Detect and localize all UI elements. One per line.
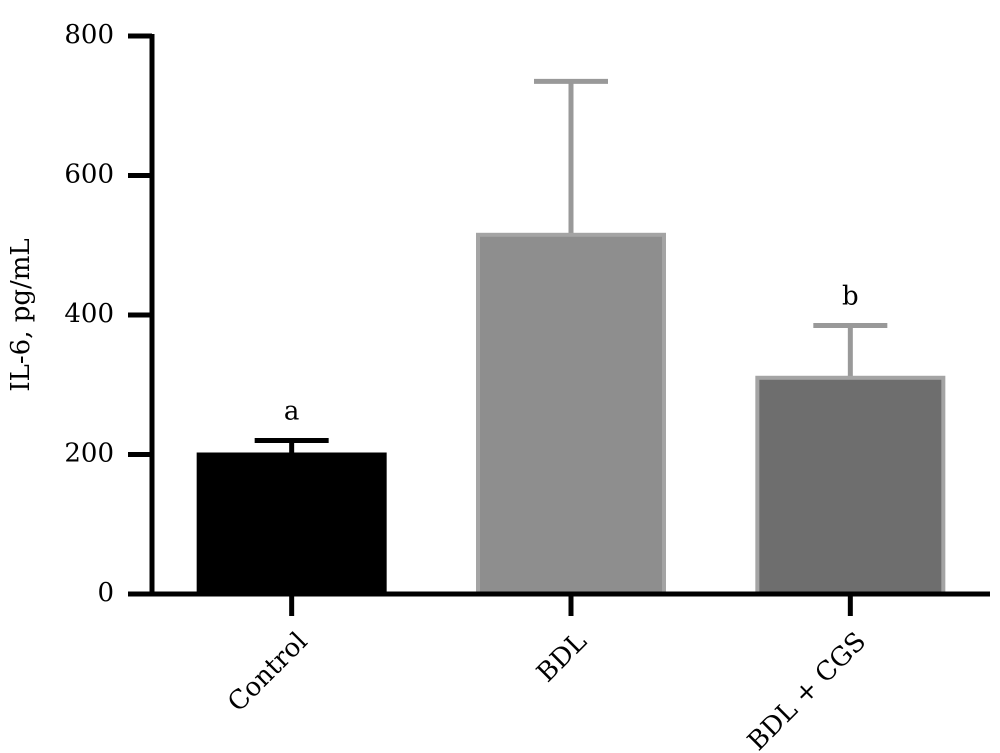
bar	[476, 232, 666, 596]
bar-label: a	[284, 397, 300, 427]
x-tick-label: BDL + CGS	[742, 627, 872, 753]
x-tick-label: BDL	[531, 627, 593, 689]
y-tick-label: 200	[64, 439, 114, 469]
y-tick-label: 400	[64, 299, 114, 329]
y-axis-label: IL-6, pg/mL	[6, 238, 36, 391]
x-tick-label: Control	[222, 627, 313, 718]
y-tick-label: 0	[97, 578, 114, 608]
bar	[196, 452, 387, 596]
y-tick-label: 800	[64, 20, 114, 50]
bar-label: b	[842, 281, 859, 311]
bar	[755, 375, 946, 596]
y-tick-label: 600	[64, 160, 114, 190]
